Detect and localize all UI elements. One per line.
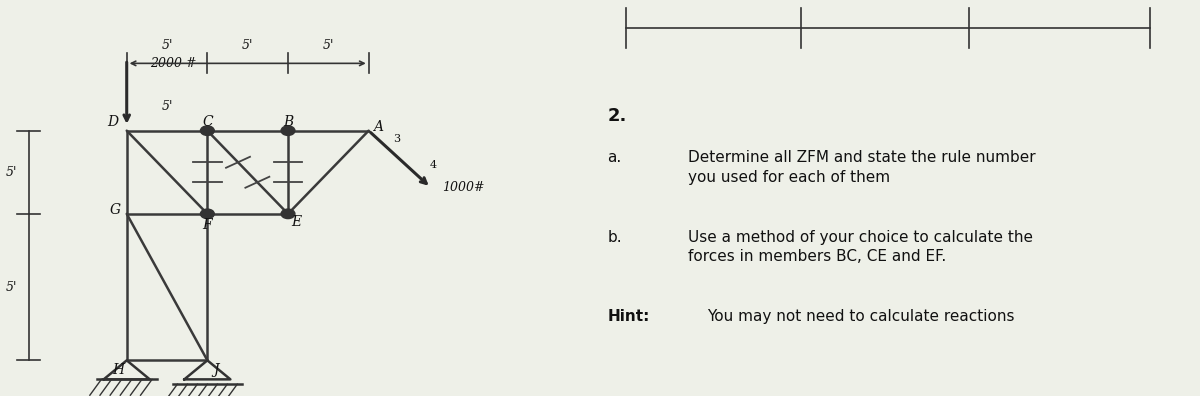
Text: You may not need to calculate reactions: You may not need to calculate reactions [707,309,1014,324]
Text: A: A [373,120,383,134]
Circle shape [200,209,215,219]
Text: J: J [214,363,218,377]
Text: Determine all ZFM and state the rule number
you used for each of them: Determine all ZFM and state the rule num… [689,150,1036,185]
Text: Use a method of your choice to calculate the
forces in members BC, CE and EF.: Use a method of your choice to calculate… [689,230,1033,265]
Text: H: H [112,363,124,377]
Text: D: D [107,115,118,129]
Text: 4: 4 [430,160,437,170]
Text: 1000#: 1000# [443,181,485,194]
Text: a.: a. [607,150,622,166]
Text: 5': 5' [242,39,253,52]
Text: 5': 5' [161,39,173,52]
Circle shape [281,209,295,219]
Circle shape [200,126,215,135]
Text: B: B [283,115,293,129]
Text: 5': 5' [323,39,334,52]
Text: 2000 #: 2000 # [150,57,197,70]
Text: b.: b. [607,230,622,245]
Text: 5': 5' [6,166,17,179]
Circle shape [281,126,295,135]
Text: E: E [292,215,301,229]
Text: 3: 3 [394,133,400,144]
Text: 2.: 2. [607,107,626,125]
Text: F: F [203,218,212,232]
Text: Hint:: Hint: [607,309,649,324]
Text: G: G [109,203,121,217]
Text: C: C [202,115,212,129]
Text: 5': 5' [6,281,17,293]
Text: 5': 5' [161,101,173,113]
